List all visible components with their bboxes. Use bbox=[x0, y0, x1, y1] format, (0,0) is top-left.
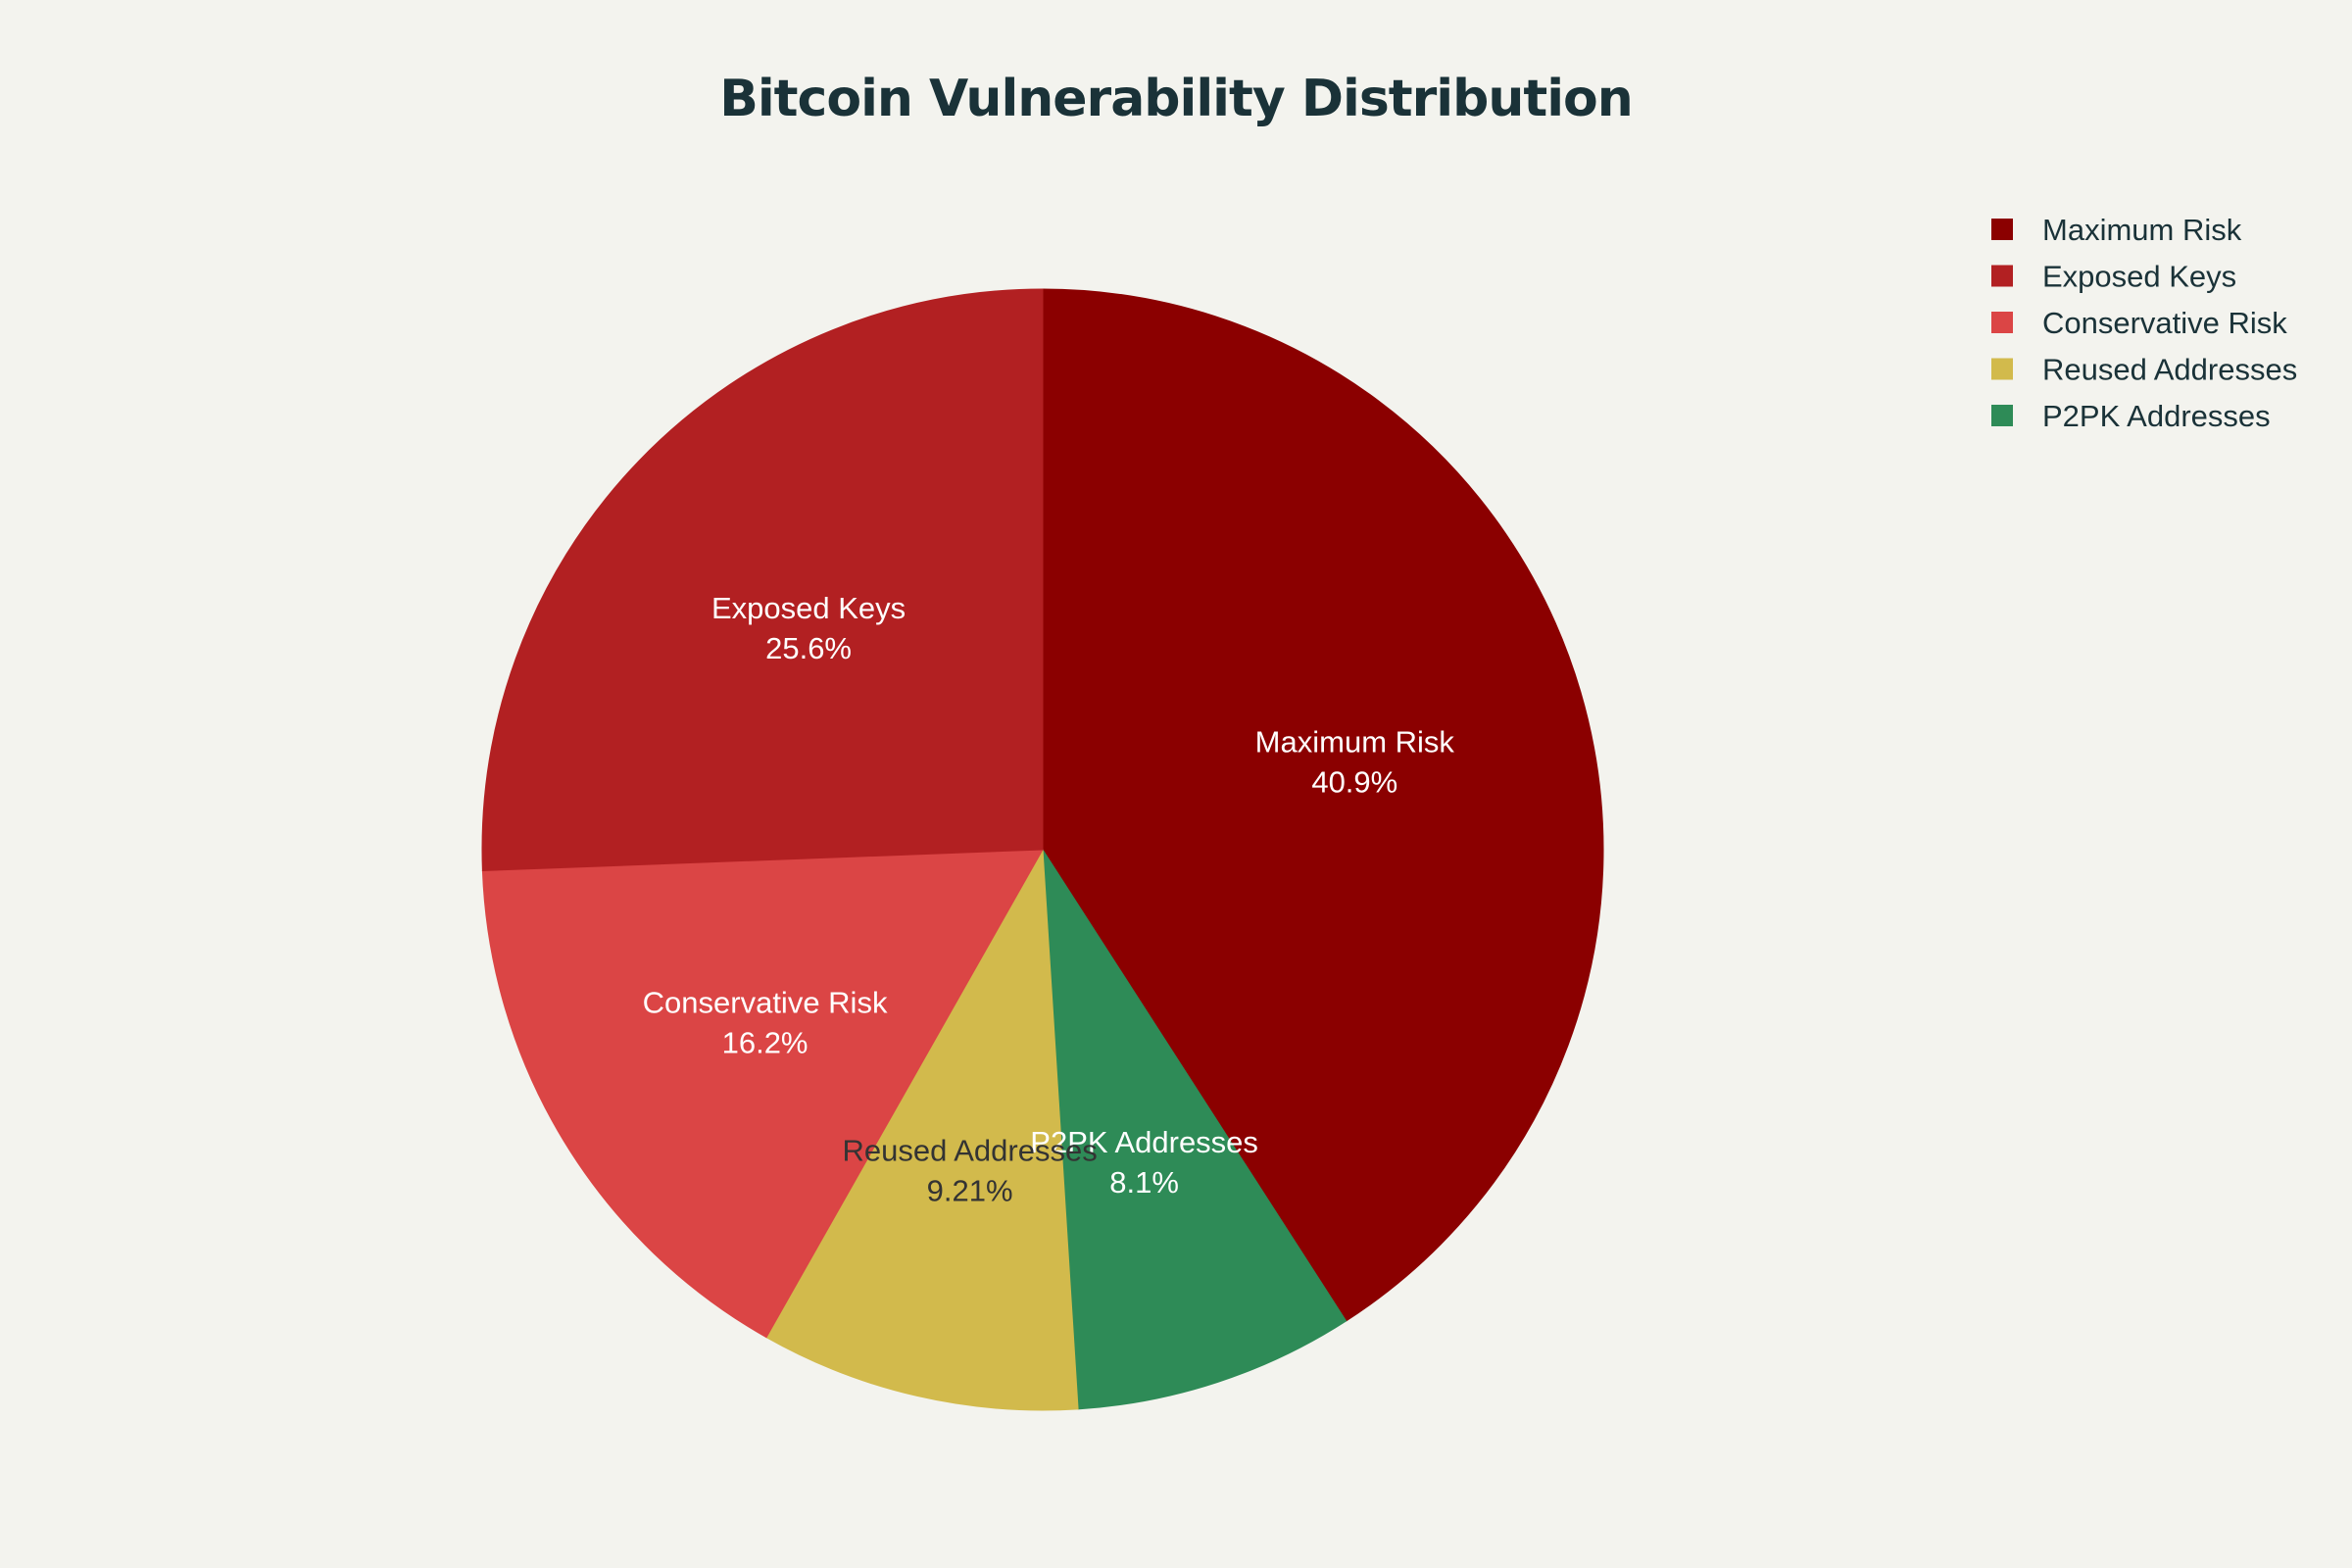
legend-label: Maximum Risk bbox=[2042, 213, 2242, 247]
pie-slices bbox=[481, 288, 1604, 1411]
legend-label: Exposed Keys bbox=[2042, 260, 2236, 294]
pie-slice-reused-addresses[interactable] bbox=[765, 848, 1079, 1411]
slice-label-name: Reused Addresses bbox=[842, 1133, 1097, 1167]
legend-swatch bbox=[1991, 405, 2013, 426]
legend-swatch bbox=[1991, 312, 2013, 333]
slice-label-exposed-keys: Exposed Keys 25.6% bbox=[711, 591, 906, 665]
slice-label-reused-addresses: Reused Addresses 9.21% bbox=[842, 1133, 1097, 1207]
slice-label-name: Exposed Keys bbox=[711, 591, 906, 625]
pie-slice-p2pk-addresses[interactable] bbox=[1042, 848, 1348, 1410]
pie-slice-maximum-risk[interactable] bbox=[1042, 288, 1604, 1322]
chart-title: Bitcoin Vulnerability Distribution bbox=[719, 70, 1633, 128]
pie-slice-conservative-risk[interactable] bbox=[481, 849, 1044, 1339]
legend-label: Conservative Risk bbox=[2042, 306, 2287, 340]
slice-label-percent: 16.2% bbox=[722, 1025, 808, 1059]
slice-label-conservative-risk: Conservative Risk 16.2% bbox=[643, 985, 888, 1059]
legend-swatch bbox=[1991, 265, 2013, 287]
slice-label-percent: 40.9% bbox=[1311, 764, 1397, 799]
legend-label: P2PK Addresses bbox=[2042, 399, 2271, 433]
slice-label-name: P2PK Addresses bbox=[1030, 1125, 1258, 1159]
legend-swatch bbox=[1991, 358, 2013, 380]
slice-label-maximum-risk: Maximum Risk 40.9% bbox=[1255, 724, 1455, 799]
legend-swatch bbox=[1991, 219, 2013, 240]
legend-label: Reused Addresses bbox=[2042, 353, 2297, 387]
legend-item-conservative-risk[interactable]: Conservative Risk bbox=[1991, 306, 2287, 340]
pie-labels: Maximum Risk 40.9% P2PK Addresses 8.1% Reuse… bbox=[643, 591, 1455, 1207]
legend-item-reused-addresses[interactable]: Reused Addresses bbox=[1991, 353, 2297, 387]
slice-label-p2pk-addresses: P2PK Addresses 8.1% bbox=[1030, 1125, 1258, 1200]
slice-label-name: Maximum Risk bbox=[1255, 724, 1455, 759]
legend-item-maximum-risk[interactable]: Maximum Risk bbox=[1991, 213, 2242, 247]
slice-label-name: Conservative Risk bbox=[643, 985, 888, 1019]
slice-label-percent: 9.21% bbox=[927, 1173, 1013, 1207]
slice-label-percent: 8.1% bbox=[1109, 1165, 1179, 1200]
legend-item-p2pk-addresses[interactable]: P2PK Addresses bbox=[1991, 399, 2271, 433]
pie-slice-exposed-keys[interactable] bbox=[481, 288, 1044, 871]
slice-label-percent: 25.6% bbox=[765, 631, 852, 665]
legend: Maximum Risk Exposed Keys Conservative Ris… bbox=[1991, 213, 2297, 433]
legend-item-exposed-keys[interactable]: Exposed Keys bbox=[1991, 260, 2236, 294]
